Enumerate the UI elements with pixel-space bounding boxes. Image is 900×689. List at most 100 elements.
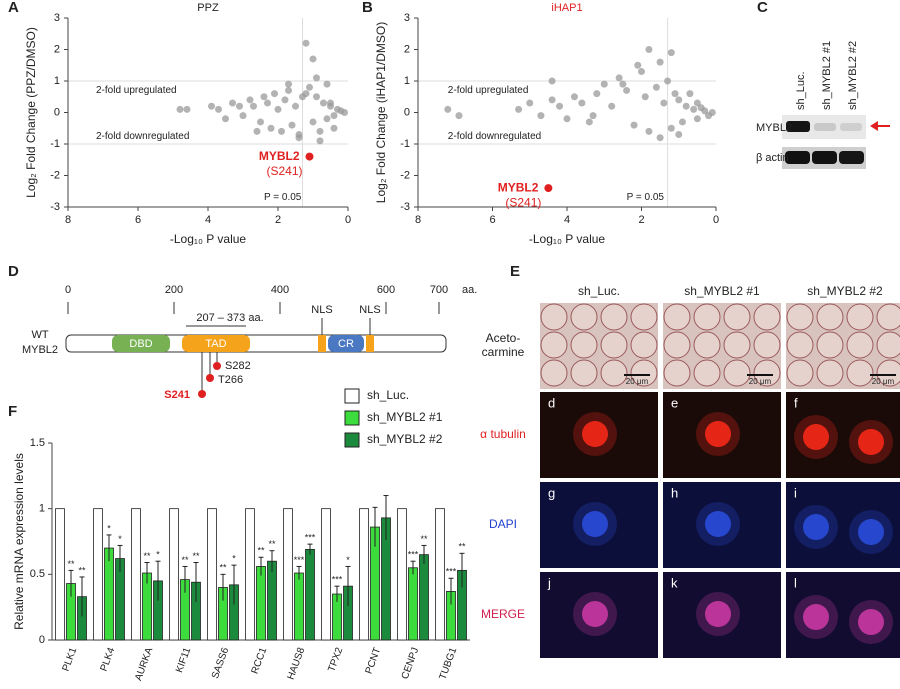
point bbox=[682, 102, 690, 110]
significance: ** bbox=[181, 555, 189, 565]
point bbox=[295, 134, 303, 142]
highlight-label: MYBL2 bbox=[259, 149, 300, 163]
chromosomes bbox=[858, 609, 884, 635]
point bbox=[257, 118, 264, 126]
tile-letter: k bbox=[671, 575, 678, 590]
legend-swatch bbox=[344, 388, 360, 404]
point bbox=[667, 49, 675, 57]
point bbox=[236, 102, 243, 110]
significance: ** bbox=[268, 539, 276, 549]
point bbox=[285, 80, 292, 88]
bar bbox=[55, 508, 65, 641]
point bbox=[267, 124, 275, 132]
x-tick-label: TUBG1 bbox=[438, 646, 460, 682]
column-label: sh_MYBL2 #1 bbox=[684, 284, 760, 298]
x-tick-label: SASS6 bbox=[210, 646, 232, 680]
cell bbox=[663, 303, 691, 331]
domain-tad bbox=[182, 335, 250, 352]
blot-band bbox=[812, 151, 837, 164]
legend-swatch bbox=[344, 410, 360, 426]
panel-letter: B bbox=[362, 0, 373, 16]
cell bbox=[630, 359, 658, 387]
cell bbox=[693, 331, 721, 359]
significance: ** bbox=[192, 551, 200, 561]
point bbox=[302, 39, 310, 47]
point bbox=[600, 80, 608, 88]
scale-label: 20 μm bbox=[626, 377, 649, 386]
x-tick-label: 4 bbox=[205, 214, 211, 226]
cell bbox=[786, 331, 814, 359]
domain-label: DBD bbox=[129, 338, 152, 350]
point bbox=[309, 55, 317, 63]
chart-title: PPZ bbox=[197, 2, 219, 14]
cell bbox=[816, 303, 844, 331]
y-tick-label: 2 bbox=[54, 43, 60, 55]
column-label: sh_MYBL2 #2 bbox=[807, 284, 883, 298]
bar bbox=[305, 548, 315, 641]
ruler-label: 200 bbox=[165, 284, 183, 296]
point bbox=[570, 93, 578, 101]
y-tick-label: -3 bbox=[400, 201, 410, 213]
point bbox=[302, 90, 310, 98]
point bbox=[641, 93, 649, 101]
point bbox=[323, 80, 331, 88]
significance: * bbox=[118, 534, 122, 544]
significance: * bbox=[232, 554, 236, 564]
cell bbox=[540, 331, 568, 359]
cell bbox=[600, 331, 628, 359]
row-label: Aceto- bbox=[486, 331, 521, 345]
significance: *** bbox=[305, 533, 316, 543]
y-tick-label: 2 bbox=[404, 43, 410, 55]
site bbox=[206, 374, 214, 382]
cell bbox=[570, 331, 598, 359]
point bbox=[638, 68, 645, 76]
point bbox=[316, 127, 324, 135]
x-tick-label: 8 bbox=[65, 214, 71, 226]
point bbox=[330, 112, 338, 120]
point bbox=[690, 105, 698, 113]
point bbox=[260, 93, 268, 101]
cell bbox=[540, 359, 568, 387]
point bbox=[578, 99, 586, 107]
y-tick-label: 0.5 bbox=[30, 568, 45, 580]
unit-label: aa. bbox=[462, 284, 477, 296]
x-tick-label: 0 bbox=[345, 214, 351, 226]
domain-label: CR bbox=[338, 338, 354, 350]
nls bbox=[366, 335, 374, 352]
y-tick-label: 3 bbox=[54, 12, 60, 24]
cell bbox=[723, 303, 751, 331]
tile-letter: e bbox=[671, 395, 678, 410]
x-axis-label: -Log₁₀ P value bbox=[170, 232, 247, 246]
y-tick-label: -3 bbox=[50, 201, 60, 213]
bar bbox=[267, 560, 277, 641]
tile-letter: h bbox=[671, 485, 678, 500]
annotation: P = 0.05 bbox=[627, 192, 665, 203]
point bbox=[330, 124, 338, 132]
bar bbox=[245, 508, 255, 641]
chromosomes bbox=[803, 424, 829, 450]
chromosomes bbox=[858, 519, 884, 545]
panel-letter: D bbox=[8, 263, 19, 280]
point bbox=[701, 107, 709, 115]
bar bbox=[359, 508, 369, 641]
significance: ** bbox=[458, 542, 466, 552]
bar bbox=[419, 554, 429, 641]
bar bbox=[435, 508, 445, 641]
point bbox=[526, 99, 534, 107]
site-label: T266 bbox=[218, 374, 243, 386]
x-tick-label: 6 bbox=[489, 214, 495, 226]
y-tick-label: -1 bbox=[50, 138, 60, 150]
cell bbox=[876, 359, 900, 387]
panel-letter: E bbox=[510, 263, 520, 280]
point bbox=[316, 137, 324, 145]
point bbox=[239, 112, 247, 120]
bar bbox=[397, 508, 407, 641]
blot-row-label: β actin bbox=[756, 152, 789, 164]
blot-lane-label: sh_Luc. bbox=[795, 71, 807, 110]
y-axis-label: Log₂ Fold Change (PPZ/DMSO) bbox=[24, 27, 38, 198]
point bbox=[686, 90, 694, 98]
chromosomes bbox=[705, 601, 731, 627]
significance: ** bbox=[78, 565, 86, 575]
point bbox=[292, 102, 299, 110]
